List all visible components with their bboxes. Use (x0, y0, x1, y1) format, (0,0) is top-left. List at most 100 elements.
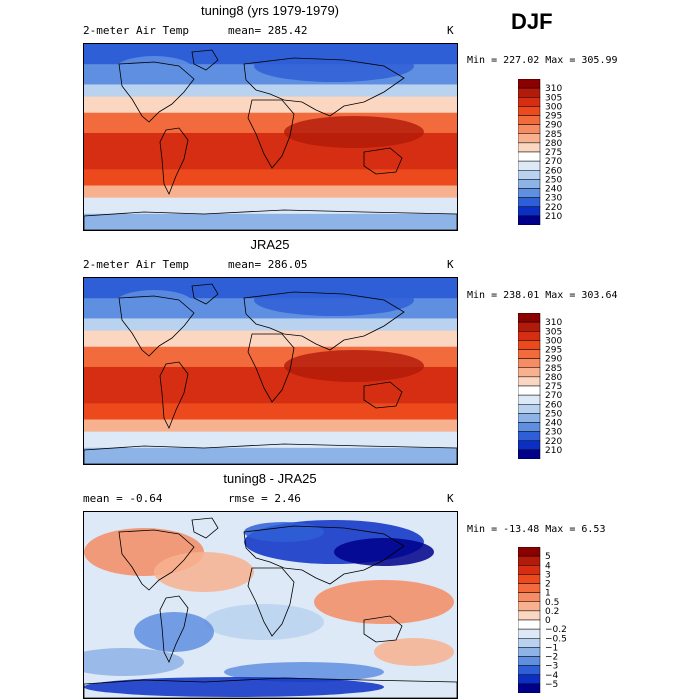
anomaly-region (374, 638, 454, 666)
colorbar-tick-label: 220 (545, 437, 562, 447)
temperature-band (84, 326, 457, 332)
temperature-band (84, 225, 457, 230)
coastline (84, 209, 457, 230)
warm-pool (284, 116, 424, 148)
colorbar-tick-label: 300 (545, 102, 562, 112)
colorbar-swatch (517, 394, 541, 405)
colorbar-tick-label: −2 (545, 653, 558, 663)
temperature-band (84, 44, 457, 49)
colorbar-swatch (517, 592, 541, 602)
colorbar-swatch (517, 97, 541, 107)
temperature-band (84, 387, 457, 392)
temperature-band (84, 137, 457, 142)
warm-pool (284, 350, 424, 382)
anomaly-region (224, 662, 384, 682)
temperature-band (84, 217, 457, 223)
temperature-band (84, 318, 457, 323)
colorbar-tick-label: 250 (545, 409, 562, 419)
colorbar-tick-label: 285 (545, 130, 562, 140)
anomaly-region (84, 648, 184, 676)
panel-2-mean-label: mean= 286.05 (228, 258, 308, 271)
panel-3-minmax: Min = -13.48 Max = 6.53 (467, 524, 606, 535)
panel-3-mean-label: mean = -0.64 (83, 492, 163, 505)
colorbar-tick-label: 3 (545, 570, 551, 580)
panel-2-minmax: Min = 238.01 Max = 303.64 (467, 290, 618, 301)
panel-1-title: tuning8 (yrs 1979-1979) (200, 3, 340, 18)
temperature-band (84, 419, 457, 425)
colorbar-tick-label: 270 (545, 391, 562, 401)
colorbar-swatch (517, 674, 541, 685)
temperature-band (84, 100, 457, 106)
colorbar-swatch (517, 197, 541, 207)
panel-2-title: JRA25 (250, 237, 290, 252)
colorbar-swatch (517, 349, 541, 359)
colorbar-tick-label: 4 (545, 561, 551, 571)
temperature-band (84, 76, 457, 81)
temperature-band (84, 451, 457, 457)
temperature-band (84, 334, 457, 340)
colorbar-tick-label: −1 (545, 643, 558, 653)
colorbar-swatch (517, 555, 541, 566)
panel-1-colorbar: 310 305 300 295 290 285 280 275 270 260 250 240 230 2… (517, 78, 598, 226)
anomaly-region (334, 538, 434, 566)
cold-region (254, 284, 414, 316)
colorbar-swatch (517, 170, 541, 180)
temperature-band (84, 346, 457, 352)
colorbar-tick-label: 300 (545, 336, 562, 346)
temperature-band (84, 169, 457, 174)
temperature-band (84, 221, 457, 227)
coastline (191, 283, 219, 305)
temperature-band (84, 193, 457, 199)
temperature-band (84, 48, 457, 53)
colorbar-tick-label: 5 (545, 552, 551, 562)
cold-region (254, 50, 414, 82)
colorbar-swatch (517, 440, 541, 451)
colorbar-tick-label: 295 (545, 346, 562, 356)
coastline (159, 361, 189, 429)
colorbar-tick-label: 230 (545, 428, 562, 438)
temperature-band (84, 314, 457, 319)
coastline (243, 291, 405, 351)
colorbar-tick-label: 0.5 (545, 598, 559, 608)
colorbar-swatch (517, 601, 541, 612)
temperature-band (84, 286, 457, 291)
colorbar-swatch (517, 431, 541, 441)
colorbar-swatch (517, 142, 541, 153)
temperature-band (84, 120, 457, 126)
colorbar-swatch (517, 188, 541, 198)
colorbar-tick-label: −4 (545, 671, 559, 681)
temperature-band (84, 181, 457, 187)
temperature-band (84, 338, 457, 344)
colorbar-tick-label: 0 (545, 616, 551, 626)
coastline (159, 127, 189, 195)
panel-2-units: K (447, 258, 454, 271)
cold-region (114, 290, 194, 318)
panel-3-colorbar: 5 4 3 2 1 0.5 0.2 0 −0.2 −0.5 −1 −2 −3 −4 −5 (517, 546, 598, 694)
colorbar-tick-label: 285 (545, 364, 562, 374)
coastline (363, 381, 403, 409)
temperature-band (84, 431, 457, 437)
temperature-band (84, 342, 457, 348)
temperature-band (84, 52, 457, 57)
colorbar-swatch (517, 638, 541, 648)
colorbar-tick-label: 310 (545, 84, 562, 94)
temperature-band (84, 161, 457, 166)
colorbar-tick-label: 310 (545, 318, 562, 328)
colorbar-swatch (517, 610, 541, 621)
season-label: DJF (511, 9, 553, 34)
colorbar-swatch (517, 321, 541, 332)
coastline (118, 295, 195, 357)
temperature-band (84, 371, 457, 376)
colorbar-swatch (517, 565, 541, 575)
coastline (247, 567, 295, 637)
panel-3-rmse-label: rmse = 2.46 (228, 492, 301, 505)
colorbar-swatch (517, 312, 541, 323)
colorbar-swatch (517, 87, 541, 98)
temperature-band (84, 427, 457, 433)
colorbar-tick-label: 260 (545, 400, 562, 410)
colorbar-tick-label: 240 (545, 419, 562, 429)
colorbar-swatch (517, 358, 541, 368)
temperature-band (84, 108, 457, 114)
temperature-band (84, 403, 457, 408)
temperature-band (84, 459, 457, 464)
